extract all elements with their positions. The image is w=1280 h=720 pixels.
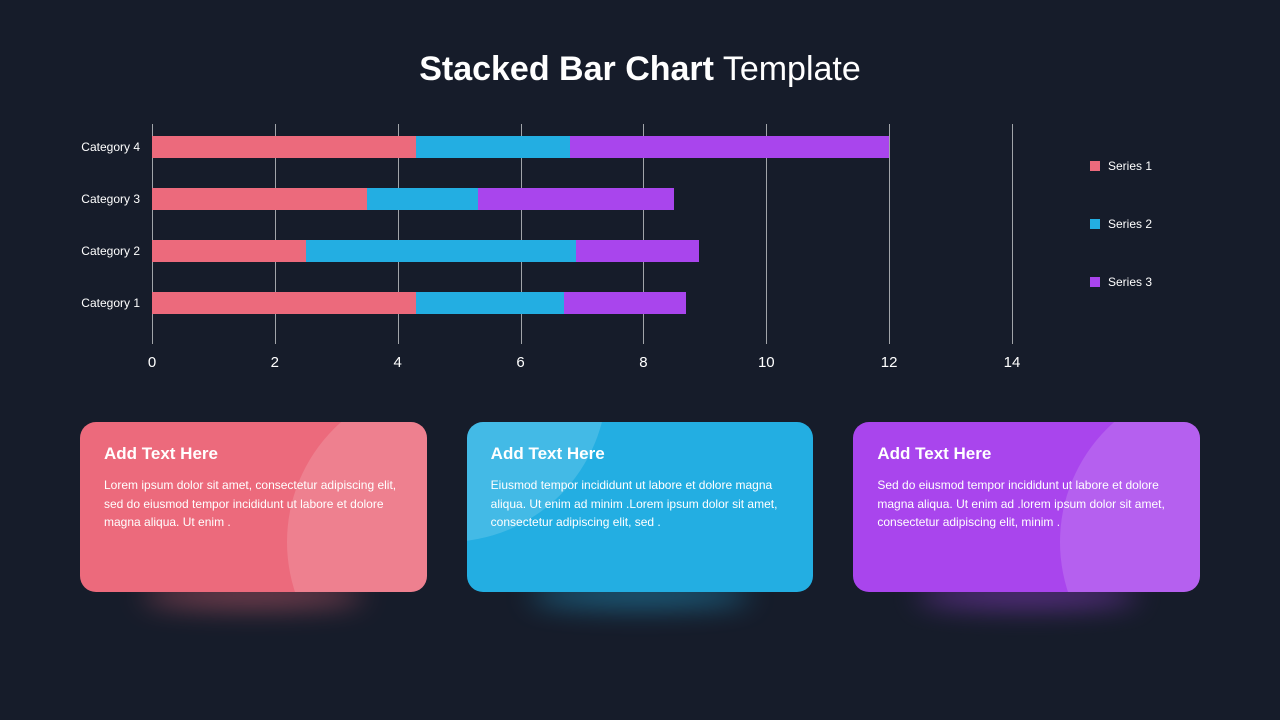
x-tick: 10 xyxy=(758,354,775,371)
legend-label: Series 1 xyxy=(1108,159,1152,173)
card-body: Lorem ipsum dolor sit amet, consectetur … xyxy=(104,476,403,532)
title-bold: Stacked Bar Chart xyxy=(419,50,714,88)
bar-segment xyxy=(367,188,478,210)
title-light: Template xyxy=(714,50,861,88)
x-tick: 4 xyxy=(394,354,402,371)
bar-segment xyxy=(152,240,306,262)
bar-segment xyxy=(152,292,416,314)
bar-segment xyxy=(478,188,675,210)
card-body: Eiusmod tempor incididunt ut labore et d… xyxy=(491,476,790,532)
legend-swatch xyxy=(1090,219,1100,229)
info-card: Add Text Here Sed do eiusmod tempor incid… xyxy=(853,422,1200,592)
x-tick: 0 xyxy=(148,354,156,371)
card-wrap: Add Text Here Eiusmod tempor incididunt u… xyxy=(467,422,814,592)
card-title: Add Text Here xyxy=(104,444,403,464)
bar-segment xyxy=(152,136,416,158)
legend-label: Series 3 xyxy=(1108,275,1152,289)
legend-item: Series 3 xyxy=(1090,275,1220,289)
x-tick: 14 xyxy=(1004,354,1021,371)
card-wrap: Add Text Here Sed do eiusmod tempor incid… xyxy=(853,422,1200,592)
gridline xyxy=(1012,124,1013,344)
x-tick: 8 xyxy=(639,354,647,371)
legend-item: Series 1 xyxy=(1090,159,1220,173)
card-body: Sed do eiusmod tempor incididunt ut labo… xyxy=(877,476,1176,532)
category-label: Category 2 xyxy=(81,244,140,258)
info-card: Add Text Here Eiusmod tempor incididunt u… xyxy=(467,422,814,592)
bar-segment xyxy=(570,136,889,158)
x-tick: 2 xyxy=(271,354,279,371)
category-label: Category 3 xyxy=(81,192,140,206)
legend-swatch xyxy=(1090,277,1100,287)
chart-area: Category 4Category 3Category 2Category 1… xyxy=(60,124,1220,374)
info-cards: Add Text Here Lorem ipsum dolor sit amet,… xyxy=(60,422,1220,592)
bar-segment xyxy=(306,240,576,262)
x-tick: 12 xyxy=(881,354,898,371)
legend: Series 1 Series 2 Series 3 xyxy=(1090,124,1220,289)
legend-item: Series 2 xyxy=(1090,217,1220,231)
bar-segment xyxy=(152,188,367,210)
bar-segment xyxy=(416,292,563,314)
x-axis: 02468101214 xyxy=(152,354,1012,374)
bar-segment xyxy=(576,240,699,262)
card-title: Add Text Here xyxy=(491,444,790,464)
plot-area: Category 4Category 3Category 2Category 1 xyxy=(152,124,1012,344)
category-label: Category 4 xyxy=(81,140,140,154)
info-card: Add Text Here Lorem ipsum dolor sit amet,… xyxy=(80,422,427,592)
legend-swatch xyxy=(1090,161,1100,171)
legend-label: Series 2 xyxy=(1108,217,1152,231)
bar-row xyxy=(152,188,674,210)
slide: Stacked Bar Chart Template Category 4Cat… xyxy=(0,0,1280,720)
category-label: Category 1 xyxy=(81,296,140,310)
bar-segment xyxy=(564,292,687,314)
bar-row xyxy=(152,136,889,158)
bar-segment xyxy=(416,136,570,158)
stacked-bar-chart: Category 4Category 3Category 2Category 1… xyxy=(60,124,1060,374)
gridline xyxy=(889,124,890,344)
page-title: Stacked Bar Chart Template xyxy=(60,50,1220,89)
x-tick: 6 xyxy=(516,354,524,371)
bar-row xyxy=(152,292,686,314)
card-wrap: Add Text Here Lorem ipsum dolor sit amet,… xyxy=(80,422,427,592)
card-title: Add Text Here xyxy=(877,444,1176,464)
bar-row xyxy=(152,240,699,262)
